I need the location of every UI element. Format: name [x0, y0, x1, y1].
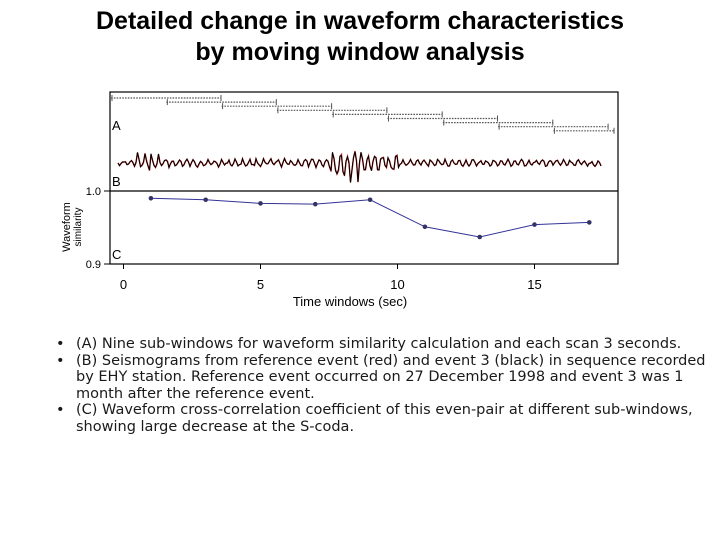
similarity-point-8 [532, 222, 537, 227]
similarity-point-9 [587, 220, 592, 225]
bullet-c: • (C) Waveform cross-correlation coeffici… [46, 402, 706, 435]
bullet-dot: • [56, 402, 65, 418]
panel-b-label: B [112, 174, 121, 189]
similarity-point-2 [203, 197, 208, 203]
panel-a-label: A [112, 118, 121, 133]
y-axis-label-line1: Waveform [61, 202, 73, 252]
similarity-points [148, 196, 592, 240]
waveform-figure: A B C 1.0 0.9 Waveform similarity 0 5 10 15… [61, 91, 619, 309]
bullet-dot: • [56, 336, 65, 352]
bullet-c-text: (C) Waveform cross-correlation coefficie… [76, 402, 693, 435]
caption-bullets: • (A) Nine sub-windows for waveform simil… [46, 336, 706, 435]
bullet-dot: • [56, 352, 65, 369]
bullet-b-text: (B) Seismograms from reference event (re… [76, 352, 706, 402]
similarity-point-1 [148, 196, 154, 201]
bullet-b: • (B) Seismograms from reference event (r… [46, 353, 706, 403]
panel-c-label: C [112, 247, 121, 262]
similarity-point-4 [313, 201, 318, 207]
similarity-line [150, 197, 590, 238]
x-axis-label: Time windows (sec) [293, 294, 407, 309]
y-axis-label-line2: similarity [73, 208, 84, 247]
title-line-1: Detailed change in waveform characterist… [96, 7, 624, 35]
x-tick-label: 15 [527, 277, 541, 292]
x-tick-label: 5 [257, 277, 264, 292]
x-tick-label: 10 [390, 277, 404, 292]
y-tick-label-top: 1.0 [86, 186, 101, 198]
figure-frame [109, 91, 619, 265]
bullet-a-text: (A) Nine sub-windows for waveform simila… [76, 336, 682, 352]
slide-title: Detailed change in waveform characterist… [0, 6, 720, 68]
similarity-point-5 [367, 197, 373, 203]
similarity-point-6 [422, 224, 428, 230]
panel-a-windows [111, 95, 615, 134]
bullet-a: • (A) Nine sub-windows for waveform simil… [46, 336, 706, 353]
similarity-point-3 [258, 201, 263, 206]
panel-b-seismograms [117, 150, 602, 183]
title-line-2: by moving window analysis [195, 38, 525, 66]
x-ticks: 0 5 10 15 [120, 264, 542, 292]
similarity-point-7 [477, 234, 483, 240]
event-3-trace [117, 151, 602, 183]
x-tick-label: 0 [120, 277, 127, 292]
y-tick-label-bottom: 0.9 [86, 259, 101, 271]
